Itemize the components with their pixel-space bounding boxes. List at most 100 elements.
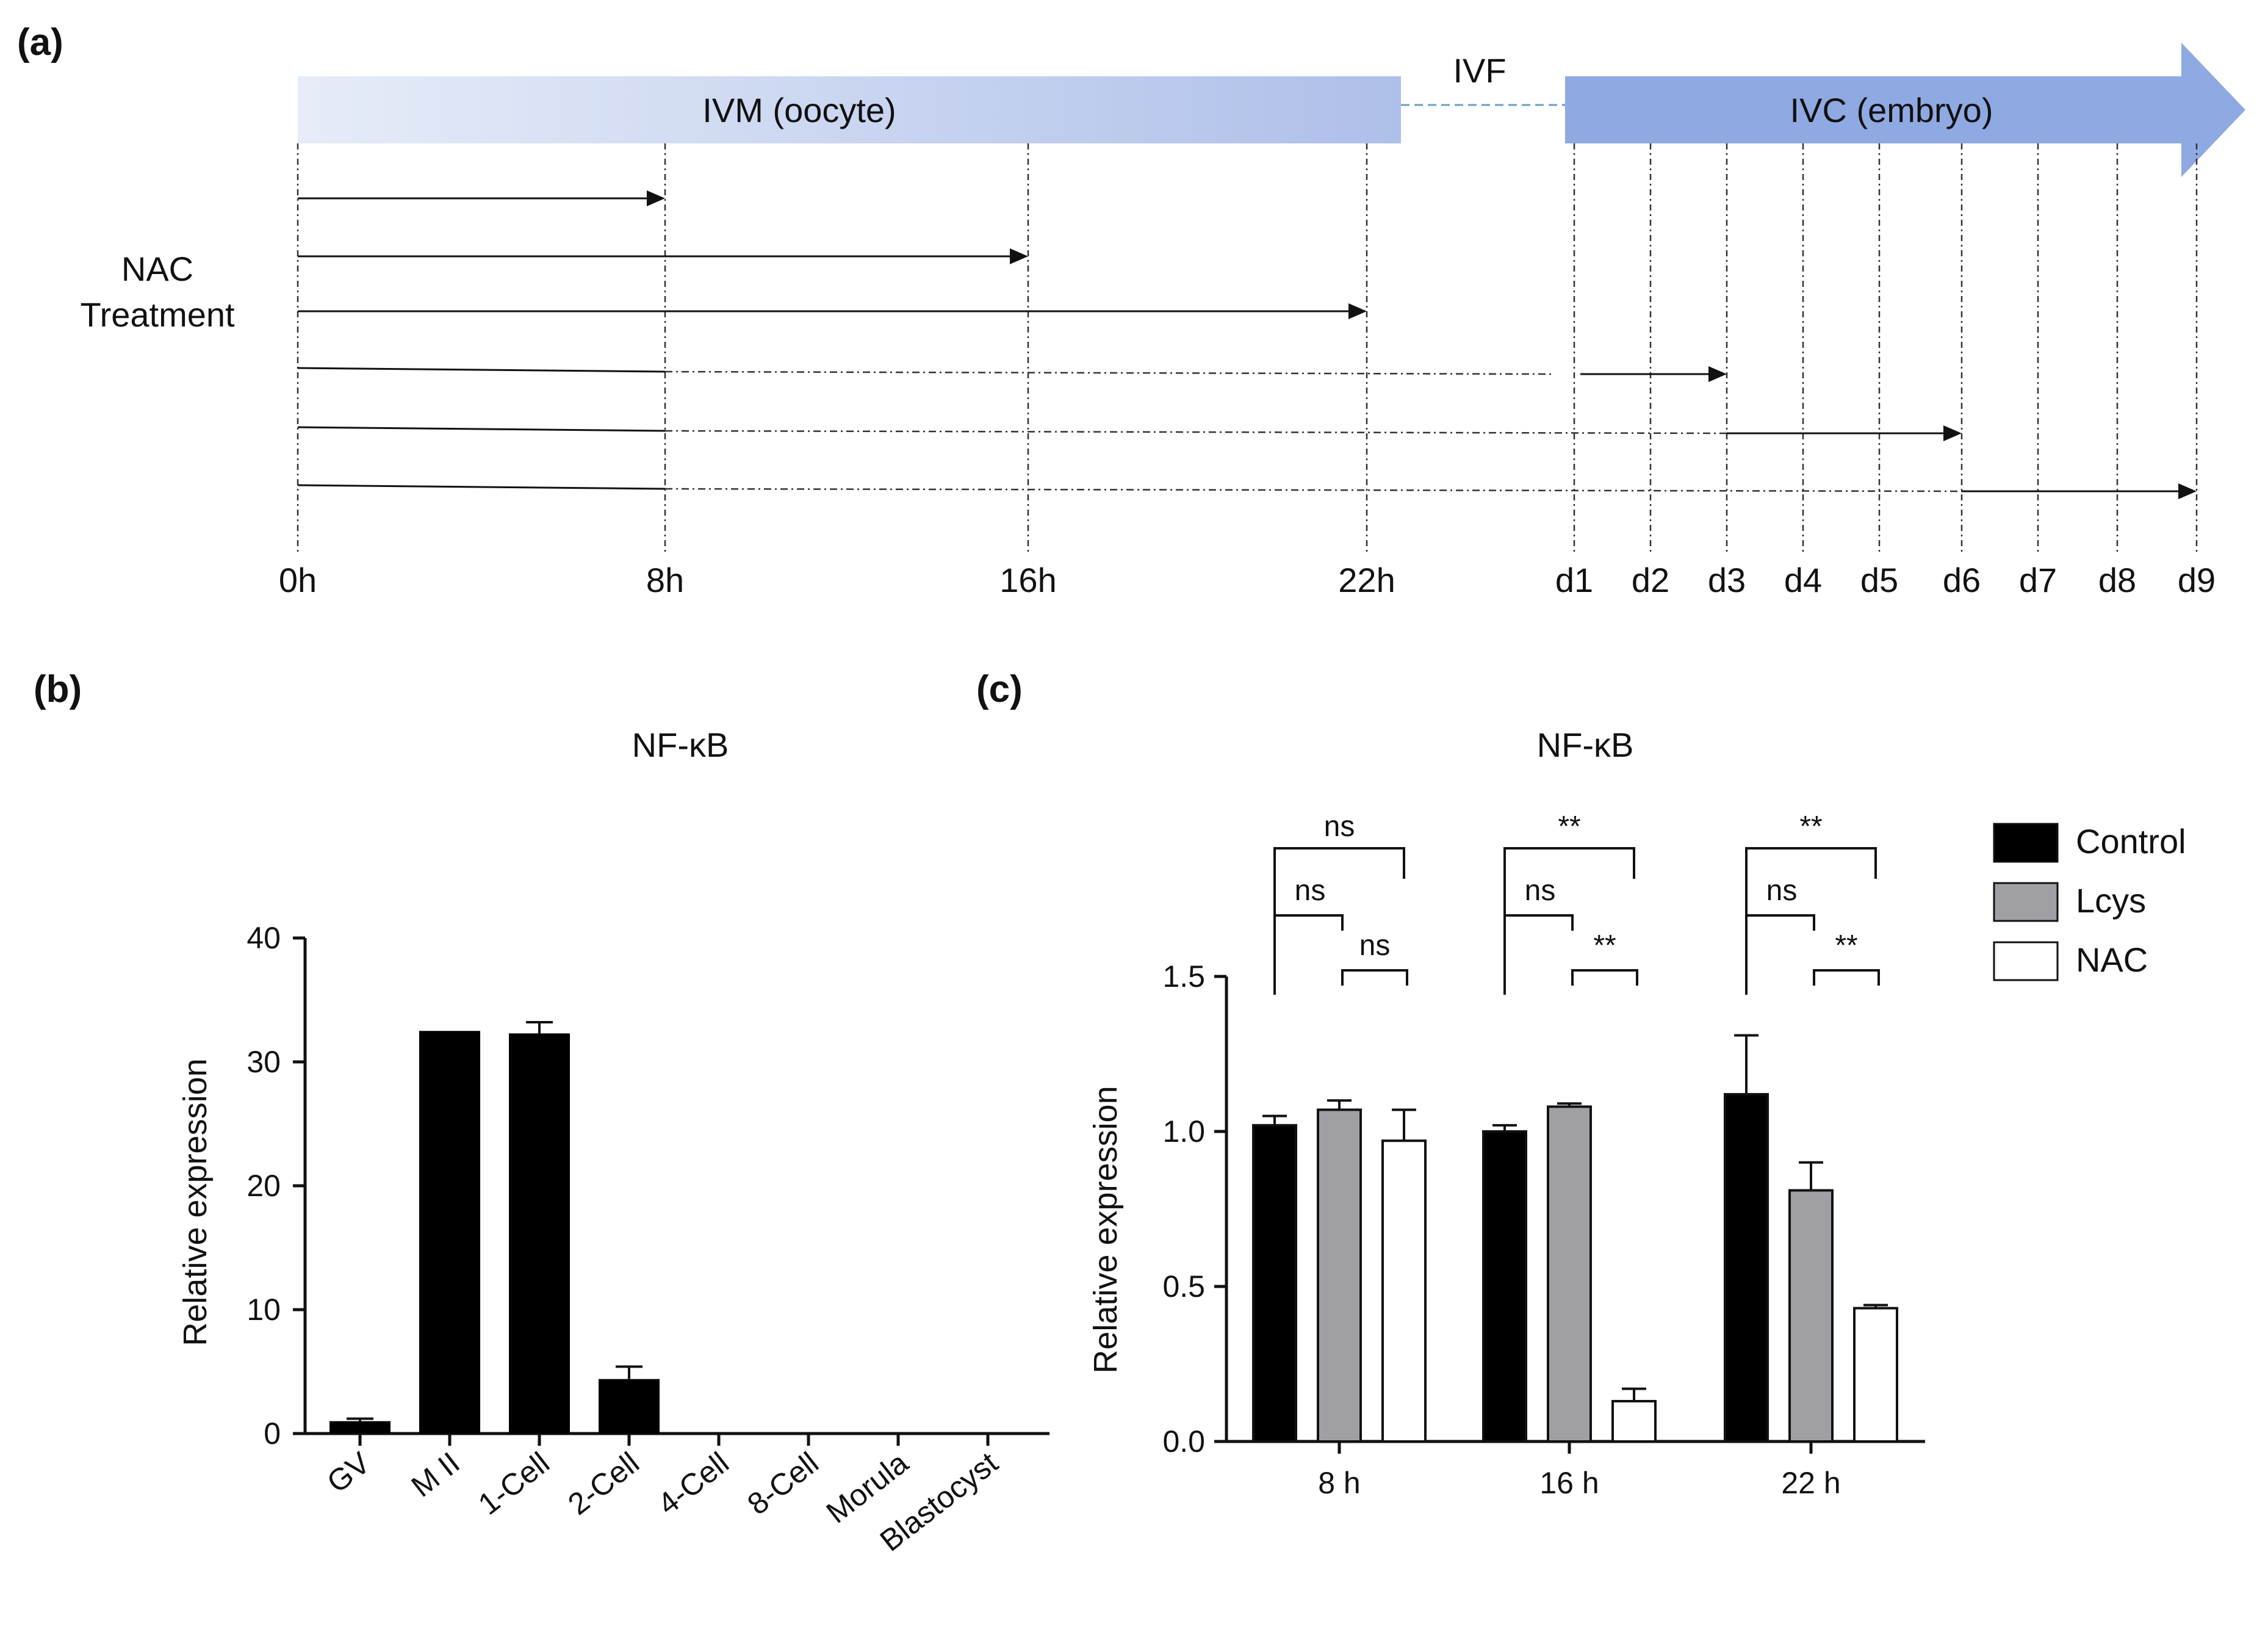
x-tick-label-1-Cell: 1-Cell: [472, 1446, 555, 1522]
bracket-ctrl-vs-lcys: [1275, 914, 1344, 931]
y-tick-label-30: 30: [247, 1045, 281, 1079]
legend-label-Lcys: Lcys: [2076, 881, 2146, 920]
bar-GV: [329, 1421, 391, 1434]
bracket-ctrl-vs-nac: [1503, 847, 1635, 995]
bar-Lcys-8 h: [1317, 1108, 1362, 1443]
panel-c-chart: (c) NF-κB Relative expression 0.0 0.5 1.0 1…: [976, 668, 2186, 1500]
x-tick-label-2-Cell: 2-Cell: [561, 1446, 645, 1522]
time-label-d4: d4: [1784, 561, 1822, 599]
ivf-label: IVF: [1453, 51, 1506, 90]
bar-Lcys-16 h: [1547, 1105, 1592, 1443]
treatment-dashed-4: [664, 430, 1727, 435]
y-tick-label-10: 10: [247, 1293, 281, 1327]
y-tick-label-0: 0: [264, 1416, 281, 1451]
bracket-ctrl-vs-lcys: [1505, 914, 1574, 931]
panel-c-label: (c): [976, 668, 1023, 710]
bracket-lcys-vs-nac: [1813, 969, 1880, 986]
time-label-d5: d5: [1860, 561, 1898, 599]
treatment-arrowhead-0: [647, 190, 665, 206]
sig-lcys-vs-nac: **: [1835, 929, 1857, 962]
bar-M II: [419, 1031, 480, 1434]
treatment-solid-start-4: [297, 426, 666, 432]
sig-ctrl-vs-nac: **: [1799, 810, 1822, 843]
significance-22 h: **ns**: [1745, 810, 1880, 995]
time-label-d2: d2: [1632, 561, 1669, 599]
ivc-label: IVC (embryo): [1790, 91, 1993, 129]
bar-NAC-22 h: [1853, 1307, 1898, 1443]
time-label-8h: 8h: [646, 561, 684, 599]
sig-ctrl-vs-nac: **: [1558, 810, 1580, 843]
bracket-ctrl-vs-lcys: [1746, 914, 1815, 931]
bracket-lcys-vs-nac: [1571, 969, 1638, 986]
panel-b-ylabel: Relative expression: [177, 1058, 214, 1346]
treatment-arrowhead-1: [1010, 248, 1028, 264]
legend-label-Control: Control: [2076, 822, 2186, 860]
nac-label-line2: Treatment: [80, 295, 235, 334]
treatment-arrowhead-5: [2178, 483, 2197, 499]
bar-NAC-16 h: [1611, 1399, 1657, 1443]
bar-Lcys-22 h: [1788, 1189, 1834, 1443]
treatment-arrowhead-3: [1708, 366, 1727, 382]
treatment-arrowhead-4: [1943, 425, 1962, 441]
x-tick-label-M II: M II: [405, 1446, 466, 1504]
treatment-arrowhead-2: [1348, 303, 1367, 319]
bar-1-Cell: [509, 1033, 570, 1434]
y-tick-label-1.0: 1.0: [1162, 1114, 1205, 1149]
sig-ctrl-vs-lcys: ns: [1295, 875, 1326, 907]
bracket-ctrl-vs-nac: [1273, 847, 1405, 995]
time-label-d6: d6: [1943, 561, 1981, 599]
timeline-gridlines: [297, 143, 2198, 555]
legend-swatch-Lcys: [1993, 882, 2059, 922]
legend-swatch-NAC: [1993, 941, 2059, 981]
time-label-22h: 22h: [1338, 561, 1395, 599]
x-tick-label-8 h: 8 h: [1318, 1466, 1361, 1500]
time-label-d8: d8: [2098, 561, 2136, 599]
panel-b-title: NF-κB: [632, 726, 729, 764]
y-tick-label-20: 20: [247, 1169, 281, 1203]
panel-c-legend: Control Lcys NAC: [1993, 822, 2186, 981]
y-tick-label-0.0: 0.0: [1162, 1424, 1205, 1459]
bar-Control-8 h: [1252, 1124, 1297, 1443]
bar-2-Cell: [599, 1379, 660, 1434]
panel-c-ylabel: Relative expression: [1087, 1086, 1124, 1373]
time-label-d9: d9: [2178, 561, 2216, 599]
sig-lcys-vs-nac: **: [1593, 929, 1616, 962]
x-tick-label-8-Cell: 8-Cell: [741, 1446, 824, 1522]
sig-ctrl-vs-lcys: ns: [1766, 875, 1798, 907]
bracket-lcys-vs-nac: [1341, 969, 1408, 986]
time-label-d3: d3: [1708, 561, 1746, 599]
treatment-solid-start-3: [297, 367, 666, 373]
ivm-bar: [298, 76, 1401, 143]
treatment-dashed-3: [664, 370, 1553, 375]
legend-label-NAC: NAC: [2076, 940, 2148, 979]
panel-b-label: (b): [34, 668, 82, 710]
sig-lcys-vs-nac: ns: [1359, 929, 1391, 962]
x-tick-label-22 h: 22 h: [1781, 1466, 1840, 1500]
time-label-d7: d7: [2019, 561, 2057, 599]
significance-16 h: **ns**: [1503, 810, 1638, 995]
panel-b-chart: (b) NF-κB Relative expression 0 10 20 30 40 G…: [34, 668, 1049, 1558]
ivm-label: IVM (oocyte): [702, 91, 896, 129]
phase-bars: IVM (oocyte) IVF IVC (embryo): [298, 43, 2245, 177]
treatment-dashed-5: [664, 488, 1962, 492]
significance-8 h: ns ns ns: [1273, 810, 1408, 995]
time-label-d1: d1: [1555, 561, 1593, 599]
panel-c-title: NF-κB: [1537, 726, 1634, 764]
x-tick-label-GV: GV: [320, 1445, 376, 1499]
panel-a-timeline: (a) IVM (oocyte) IVF IVC (embryo) 0h 8h 16h 2…: [17, 21, 2245, 599]
ivc-arrow: [1565, 43, 2245, 177]
treatment-arrows: [297, 190, 2197, 499]
time-label-0h: 0h: [279, 561, 317, 599]
y-tick-label-1.5: 1.5: [1162, 959, 1205, 994]
x-tick-label-16 h: 16 h: [1539, 1466, 1599, 1500]
bracket-ctrl-vs-nac: [1745, 847, 1877, 995]
bar-NAC-8 h: [1381, 1139, 1427, 1443]
time-label-16h: 16h: [999, 561, 1056, 599]
panel-a-label: (a): [17, 21, 63, 63]
bar-Control-16 h: [1482, 1130, 1527, 1443]
y-tick-label-0.5: 0.5: [1162, 1269, 1205, 1304]
sig-ctrl-vs-lcys: ns: [1525, 875, 1556, 907]
